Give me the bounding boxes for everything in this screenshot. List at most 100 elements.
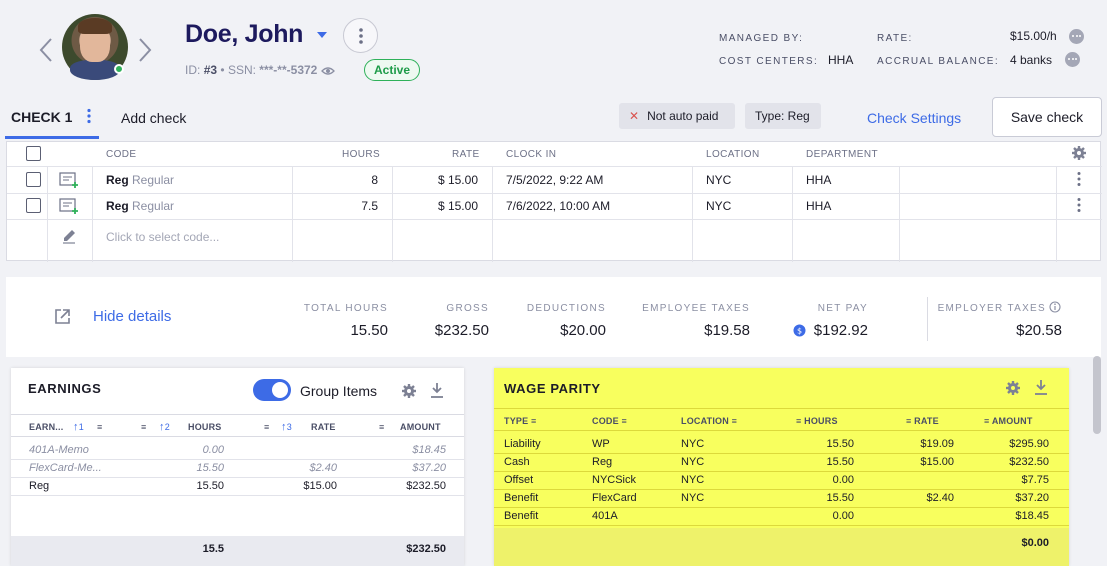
- row-rate[interactable]: $ 15.00: [437, 173, 478, 187]
- chevron-left-icon[interactable]: [38, 36, 54, 64]
- svg-text:$: $: [797, 327, 802, 336]
- earning-hours: 15.50: [196, 462, 224, 474]
- row-checkbox[interactable]: [26, 198, 41, 213]
- type-chip[interactable]: Type: Reg: [745, 103, 821, 129]
- net-pay-value: $192.92: [813, 322, 868, 339]
- col-amount[interactable]: AMOUNT: [400, 422, 441, 432]
- sort-asc-icon[interactable]: ↑2: [159, 421, 170, 433]
- row-checkbox[interactable]: [26, 172, 41, 187]
- col-earning[interactable]: EARN...: [29, 422, 64, 432]
- wp-location: NYC: [681, 474, 705, 486]
- row-department[interactable]: HHA: [806, 173, 832, 187]
- check-settings-link[interactable]: Check Settings: [867, 110, 962, 126]
- filter-icon[interactable]: ≡: [264, 422, 270, 432]
- filter-icon[interactable]: ≡: [379, 422, 385, 432]
- col-hours[interactable]: ≡ HOURS: [796, 416, 838, 426]
- earnings-totals-bar: [11, 536, 464, 566]
- group-items-label: Group Items: [300, 383, 378, 399]
- rate-value: $15.00/h: [1010, 29, 1057, 43]
- wp-hours: 0.00: [832, 510, 854, 522]
- accrual-more-icon[interactable]: [1065, 52, 1080, 67]
- direct-deposit-icon: $: [793, 324, 806, 337]
- chevron-right-icon[interactable]: [137, 36, 153, 64]
- info-icon[interactable]: [1049, 301, 1061, 313]
- more-options-button[interactable]: [343, 18, 378, 53]
- earnings-panel: EARNINGS Group Items EARN... ↑1 ≡ ≡ ↑2 H…: [11, 368, 464, 566]
- check-lines-table: CODE HOURS RATE CLOCK IN LOCATION DEPART…: [6, 141, 1102, 262]
- wp-amount: $295.90: [1009, 438, 1049, 450]
- wp-code: 401A: [592, 510, 618, 522]
- pencil-icon[interactable]: [61, 228, 77, 244]
- add-note-icon[interactable]: [59, 172, 79, 188]
- wp-location: NYC: [681, 438, 705, 450]
- row-clock-in[interactable]: 7/6/2022, 10:00 AM: [506, 199, 611, 213]
- group-items-toggle[interactable]: [253, 379, 291, 401]
- row-clock-in[interactable]: 7/5/2022, 9:22 AM: [506, 173, 604, 187]
- select-all-checkbox[interactable]: [26, 146, 41, 161]
- row-location[interactable]: NYC: [706, 173, 732, 187]
- col-department: DEPARTMENT: [806, 149, 878, 160]
- wage-parity-panel: WAGE PARITY TYPE ≡ CODE ≡ LOCATION ≡ ≡ H…: [494, 368, 1069, 566]
- external-link-icon[interactable]: [54, 308, 71, 325]
- earning-amount: $18.45: [412, 444, 446, 456]
- wp-amount: $18.45: [1015, 510, 1049, 522]
- col-amount[interactable]: ≡ AMOUNT: [984, 416, 1033, 426]
- col-type[interactable]: TYPE ≡: [504, 416, 537, 426]
- earning-name: 401A-Memo: [29, 444, 89, 456]
- row-rate[interactable]: $ 15.00: [437, 199, 478, 213]
- col-location: LOCATION: [706, 149, 760, 160]
- not-auto-paid-chip[interactable]: ✕ Not auto paid: [619, 103, 735, 129]
- earning-amount: $232.50: [406, 480, 446, 492]
- col-rate[interactable]: RATE: [311, 422, 336, 432]
- tab-kebab-icon[interactable]: [86, 108, 92, 124]
- caret-down-icon[interactable]: [315, 30, 329, 40]
- page-scrollbar[interactable]: [1093, 356, 1101, 434]
- rate-more-icon[interactable]: [1069, 29, 1084, 44]
- row-hours[interactable]: 8: [371, 173, 378, 187]
- row-kebab-icon[interactable]: [1076, 197, 1082, 213]
- col-code[interactable]: CODE ≡: [592, 416, 627, 426]
- hide-details-link[interactable]: Hide details: [93, 308, 172, 325]
- gear-icon[interactable]: [401, 383, 417, 399]
- gear-icon[interactable]: [1005, 380, 1021, 396]
- row-kebab-icon[interactable]: [1076, 171, 1082, 187]
- tab-check-1[interactable]: CHECK 1: [11, 109, 73, 125]
- wp-totals-bar: [494, 528, 1069, 566]
- filter-icon[interactable]: ≡: [141, 422, 147, 432]
- download-icon[interactable]: [1034, 379, 1048, 396]
- wp-amount: $37.20: [1015, 492, 1049, 504]
- cost-centers-value: HHA: [828, 53, 854, 67]
- row-code: Reg: [106, 199, 129, 213]
- close-icon[interactable]: ✕: [629, 109, 640, 123]
- gear-icon[interactable]: [1071, 145, 1087, 161]
- wp-amount: $7.75: [1021, 474, 1049, 486]
- row-department[interactable]: HHA: [806, 199, 832, 213]
- wp-rate: $19.09: [920, 438, 954, 450]
- id-label: ID:: [185, 63, 201, 77]
- filter-icon[interactable]: ≡: [97, 422, 103, 432]
- add-check-tab[interactable]: Add check: [121, 110, 187, 126]
- eye-icon[interactable]: [320, 66, 335, 76]
- save-check-button[interactable]: Save check: [992, 97, 1102, 137]
- col-hours[interactable]: HOURS: [188, 422, 222, 432]
- col-rate[interactable]: ≡ RATE: [906, 416, 939, 426]
- wp-code: WP: [592, 438, 610, 450]
- earning-rate: $2.40: [309, 462, 337, 474]
- earnings-title: EARNINGS: [28, 381, 102, 396]
- col-location[interactable]: LOCATION ≡: [681, 416, 738, 426]
- earnings-total-amount: $232.50: [406, 543, 446, 555]
- employer-taxes-label: EMPLOYER TAXES: [937, 303, 1046, 314]
- employee-meta: ID: #3 • SSN: ***-**-5372: [185, 63, 335, 77]
- wp-hours: 0.00: [832, 474, 854, 486]
- wp-hours: 15.50: [826, 492, 854, 504]
- add-note-icon[interactable]: [59, 198, 79, 214]
- sort-asc-icon[interactable]: ↑1: [73, 421, 84, 433]
- earning-hours: 0.00: [202, 444, 224, 456]
- col-rate: RATE: [452, 149, 480, 160]
- new-line-code-input[interactable]: Click to select code...: [106, 230, 220, 244]
- row-hours[interactable]: 7.5: [361, 199, 378, 213]
- download-icon[interactable]: [430, 382, 444, 399]
- row-location[interactable]: NYC: [706, 199, 732, 213]
- sort-asc-icon[interactable]: ↑3: [281, 421, 292, 433]
- ssn-value: ***-**-5372: [259, 63, 318, 77]
